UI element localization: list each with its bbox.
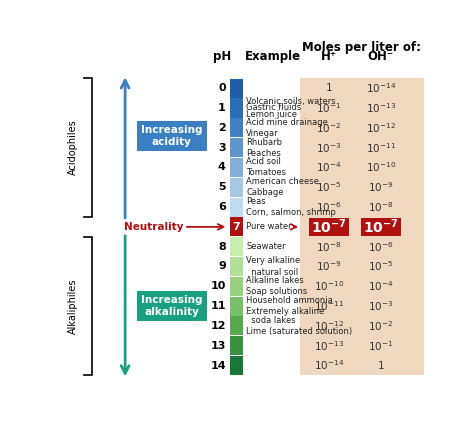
- Text: $10^{-2}$: $10^{-2}$: [368, 319, 393, 333]
- Bar: [230, 277, 243, 296]
- Text: $10^{-14}$: $10^{-14}$: [366, 81, 396, 95]
- Text: Soap solutions: Soap solutions: [246, 287, 307, 296]
- Bar: [230, 296, 243, 316]
- Text: 9: 9: [218, 262, 226, 272]
- Text: Neutrality: Neutrality: [124, 222, 183, 232]
- Text: $10^{-14}$: $10^{-14}$: [314, 358, 344, 372]
- Bar: [309, 218, 349, 236]
- Bar: [230, 316, 243, 335]
- Text: 14: 14: [210, 361, 226, 371]
- Text: $10^{-9}$: $10^{-9}$: [316, 260, 342, 273]
- Text: American cheese: American cheese: [246, 177, 319, 186]
- Text: Lime (saturated solution): Lime (saturated solution): [246, 327, 352, 336]
- Text: Cabbage: Cabbage: [246, 188, 283, 197]
- Text: 6: 6: [218, 202, 226, 212]
- Bar: [230, 79, 243, 98]
- Text: 4: 4: [218, 162, 226, 172]
- Text: Acidophiles: Acidophiles: [68, 120, 78, 175]
- Text: Lemon juice: Lemon juice: [246, 110, 297, 119]
- Text: $\mathbf{10^{-7}}$: $\mathbf{10^{-7}}$: [363, 217, 399, 236]
- Text: 11: 11: [210, 301, 226, 311]
- Text: $10^{-5}$: $10^{-5}$: [368, 260, 393, 273]
- Bar: [230, 99, 243, 118]
- Text: Peas: Peas: [246, 197, 265, 206]
- Text: Very alkaline: Very alkaline: [246, 256, 300, 266]
- Text: $10^{-12}$: $10^{-12}$: [314, 319, 344, 333]
- Text: Seawater: Seawater: [246, 242, 286, 251]
- Text: Gastric fluids: Gastric fluids: [246, 103, 301, 112]
- Text: $10^{-11}$: $10^{-11}$: [314, 299, 344, 313]
- Bar: [300, 78, 423, 375]
- Text: 3: 3: [218, 143, 226, 153]
- Text: $10^{-10}$: $10^{-10}$: [314, 279, 344, 293]
- Bar: [361, 218, 401, 236]
- Text: Extremely alkaline: Extremely alkaline: [246, 307, 324, 316]
- Text: $10^{-4}$: $10^{-4}$: [316, 161, 342, 174]
- Text: OH⁻: OH⁻: [368, 50, 394, 63]
- Text: Peaches: Peaches: [246, 149, 281, 158]
- Text: $10^{-10}$: $10^{-10}$: [366, 161, 396, 174]
- Text: 1: 1: [326, 83, 332, 93]
- Bar: [230, 178, 243, 197]
- Text: Vinegar: Vinegar: [246, 129, 279, 138]
- Bar: [230, 217, 243, 237]
- Bar: [230, 257, 243, 276]
- Text: Rhubarb: Rhubarb: [246, 138, 282, 147]
- Text: pH: pH: [213, 50, 231, 63]
- Bar: [230, 197, 243, 217]
- Text: 13: 13: [210, 341, 226, 351]
- Text: Corn, salmon, shrimp: Corn, salmon, shrimp: [246, 208, 336, 217]
- Text: 12: 12: [210, 321, 226, 331]
- Text: 10: 10: [210, 281, 226, 291]
- Text: Pure water: Pure water: [246, 222, 292, 231]
- Text: $10^{-2}$: $10^{-2}$: [316, 121, 342, 135]
- Bar: [230, 158, 243, 177]
- Text: 8: 8: [218, 242, 226, 252]
- Text: 5: 5: [218, 182, 226, 192]
- Text: 2: 2: [218, 123, 226, 133]
- Text: $10^{-6}$: $10^{-6}$: [368, 240, 393, 253]
- Bar: [230, 138, 243, 157]
- Text: Acid mine drainage: Acid mine drainage: [246, 118, 328, 127]
- Text: Example: Example: [245, 50, 301, 63]
- Text: Increasing
acidity: Increasing acidity: [141, 125, 202, 147]
- Text: Household ammonia: Household ammonia: [246, 296, 333, 305]
- Text: $10^{-6}$: $10^{-6}$: [316, 200, 342, 214]
- Text: $10^{-9}$: $10^{-9}$: [368, 181, 393, 194]
- Text: $10^{-12}$: $10^{-12}$: [366, 121, 396, 135]
- Text: 0: 0: [218, 83, 226, 93]
- Text: $10^{-8}$: $10^{-8}$: [368, 200, 393, 214]
- Text: $10^{-3}$: $10^{-3}$: [316, 141, 342, 155]
- Text: $10^{-5}$: $10^{-5}$: [316, 181, 342, 194]
- Text: H⁺: H⁺: [321, 50, 337, 63]
- Text: Alkaliphiles: Alkaliphiles: [68, 278, 78, 334]
- Text: $10^{-4}$: $10^{-4}$: [368, 279, 394, 293]
- Text: Acid soil: Acid soil: [246, 158, 281, 166]
- Text: $10^{-11}$: $10^{-11}$: [366, 141, 396, 155]
- Text: 1: 1: [378, 361, 384, 371]
- Text: natural soil: natural soil: [246, 267, 298, 276]
- Text: Tomatoes: Tomatoes: [246, 168, 286, 178]
- Bar: [230, 217, 243, 237]
- Text: $10^{-13}$: $10^{-13}$: [366, 101, 396, 115]
- Text: 7: 7: [232, 222, 240, 232]
- Text: Volcanic soils, waters: Volcanic soils, waters: [246, 97, 336, 106]
- Text: Alkaline lakes: Alkaline lakes: [246, 276, 304, 285]
- Text: 1: 1: [218, 103, 226, 113]
- Text: $10^{-1}$: $10^{-1}$: [368, 339, 393, 353]
- Text: $10^{-1}$: $10^{-1}$: [316, 101, 342, 115]
- Bar: [230, 237, 243, 256]
- Text: $10^{-3}$: $10^{-3}$: [368, 299, 393, 313]
- Bar: [230, 118, 243, 137]
- Text: $\mathbf{10^{-7}}$: $\mathbf{10^{-7}}$: [311, 217, 347, 236]
- Text: $10^{-8}$: $10^{-8}$: [316, 240, 342, 253]
- Text: soda lakes: soda lakes: [246, 316, 296, 325]
- Text: $10^{-13}$: $10^{-13}$: [314, 339, 344, 353]
- Bar: [230, 356, 243, 375]
- Text: Increasing
alkalinity: Increasing alkalinity: [141, 295, 202, 317]
- Bar: [230, 336, 243, 355]
- Text: Moles per liter of:: Moles per liter of:: [302, 41, 421, 54]
